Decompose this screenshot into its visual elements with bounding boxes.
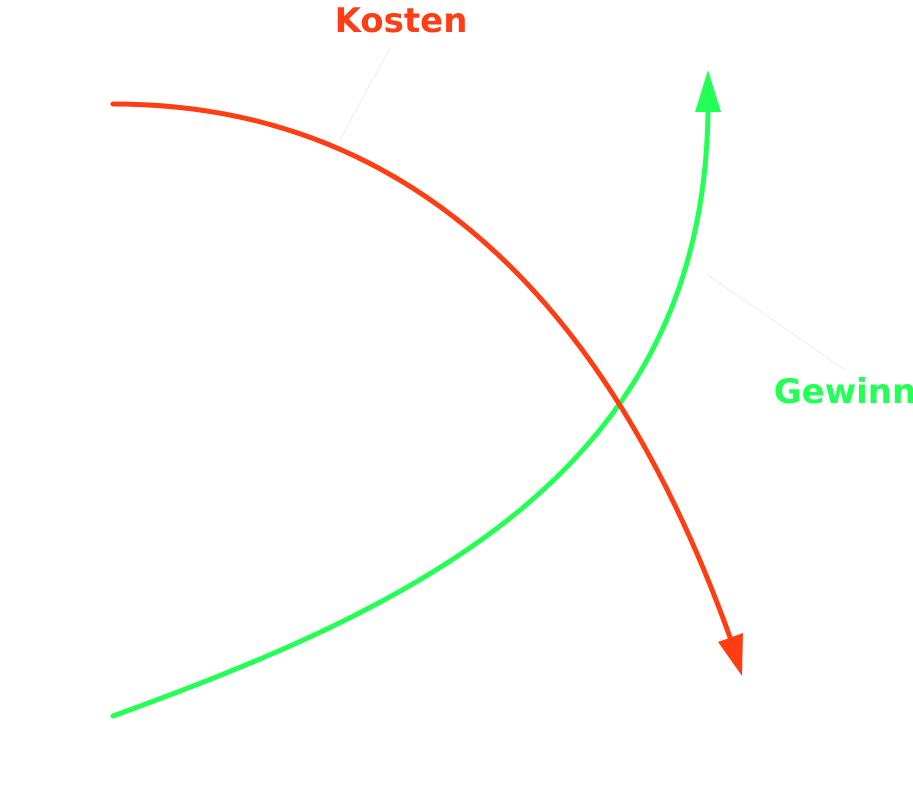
costs-curve (110, 101, 734, 643)
costs-leader-line (339, 47, 391, 141)
profit-curve (110, 107, 711, 719)
profit-label: Gewinn (774, 372, 913, 412)
costs-arrowhead (718, 633, 743, 676)
profit-arrowhead (695, 70, 721, 112)
costs-label: Kosten (335, 1, 468, 41)
profit-leader-line (707, 274, 846, 371)
